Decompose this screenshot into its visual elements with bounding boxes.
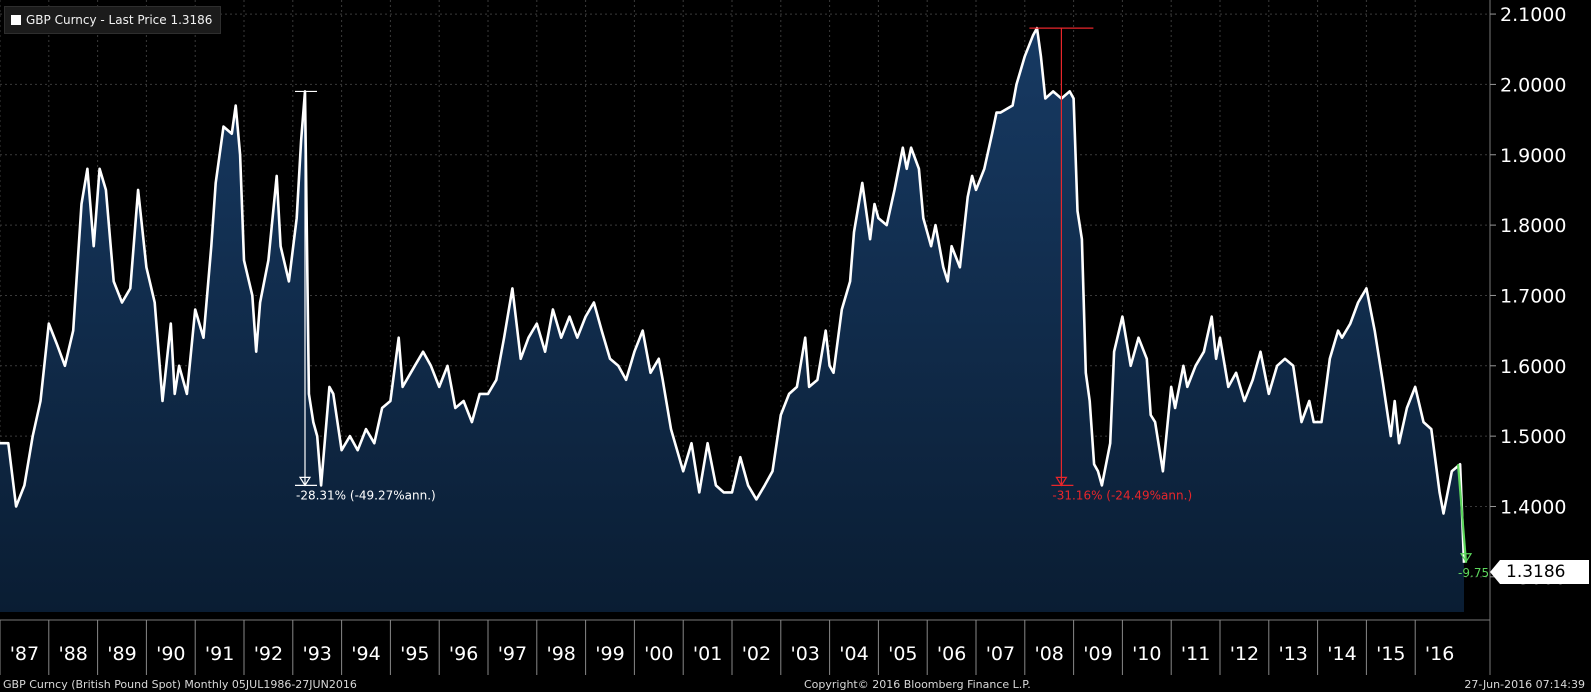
x-tick-label: '16 (1425, 643, 1454, 665)
annotation-label: -28.31% (-49.27%ann.) (296, 488, 436, 502)
y-tick-label: 1.6000 (1500, 356, 1566, 378)
x-tick-label: '99 (595, 643, 624, 665)
x-tick-label: '06 (937, 643, 966, 665)
y-tick-label: 1.5000 (1500, 426, 1566, 448)
annotation-arrow (298, 476, 312, 487)
y-tick-label: 1.7000 (1500, 285, 1566, 307)
y-tick-label: 1.9000 (1500, 145, 1566, 167)
x-tick-label: '90 (156, 643, 185, 665)
last-price-tag: 1.3186 (1490, 560, 1589, 584)
x-tick-label: '02 (742, 643, 771, 665)
x-tick-label: '93 (302, 643, 331, 665)
annotation-arrow (1055, 476, 1068, 487)
x-tick-label: '13 (1278, 643, 1307, 665)
y-tick-label: 2.0000 (1500, 74, 1566, 96)
x-tick-label: '09 (1083, 643, 1112, 665)
x-tick-label: '01 (693, 643, 722, 665)
x-tick-label: '97 (498, 643, 527, 665)
x-axis-ticks: '87 '88 '89 '90 '91 '92 '93 '94 '95 '96 '97 '98 '99 '… (0, 620, 1454, 675)
y-tick-label: 1.4000 (1500, 496, 1566, 518)
x-tick-label: '94 (351, 643, 380, 665)
y-tick-label: 1.8000 (1500, 215, 1566, 237)
price-area (0, 28, 1464, 613)
annotation-drop-line (1456, 464, 1468, 563)
x-tick-label: '88 (58, 643, 87, 665)
footer-copyright: Copyright© 2016 Bloomberg Finance L.P. (804, 678, 1031, 691)
x-tick-label: '96 (449, 643, 478, 665)
x-tick-label: '89 (107, 643, 136, 665)
x-tick-label: '14 (1327, 643, 1356, 665)
x-tick-label: '05 (888, 643, 917, 665)
x-tick-label: '08 (1034, 643, 1063, 665)
legend-swatch (11, 15, 21, 25)
footer-timestamp: 27-Jun-2016 07:14:39 (1464, 678, 1585, 691)
footer-security-info: GBP Curncy (British Pound Spot) Monthly … (3, 678, 357, 691)
annotation-label: -31.16% (-24.49%ann.) (1052, 488, 1192, 502)
chart-legend: GBP Curncy - Last Price 1.3186 (4, 6, 222, 34)
y-axis-ticks: 1.30001.40001.50001.60001.70001.80001.90… (1490, 4, 1566, 589)
annotation-label: -9.75 (1458, 566, 1489, 580)
x-tick-label: '98 (546, 643, 575, 665)
x-tick-label: '15 (1376, 643, 1405, 665)
x-tick-label: '04 (839, 643, 868, 665)
x-tick-label: '91 (205, 643, 234, 665)
drawdown-annotations: -28.31% (-49.27%ann.) -31.16% (-24.49%ann… (295, 27, 1489, 580)
price-line (0, 26, 1466, 563)
y-tick-label: 2.1000 (1500, 4, 1566, 26)
x-tick-label: '00 (644, 643, 673, 665)
annotation-arrow (1459, 553, 1473, 563)
x-tick-label: '95 (400, 643, 429, 665)
x-tick-label: '03 (790, 643, 819, 665)
x-tick-label: '12 (1230, 643, 1259, 665)
x-tick-label: '87 (10, 643, 39, 665)
x-tick-label: '07 (986, 643, 1015, 665)
x-tick-label: '92 (254, 643, 283, 665)
legend-label: GBP Curncy - Last Price 1.3186 (26, 13, 213, 27)
x-tick-label: '11 (1181, 643, 1210, 665)
x-tick-label: '10 (1132, 643, 1161, 665)
